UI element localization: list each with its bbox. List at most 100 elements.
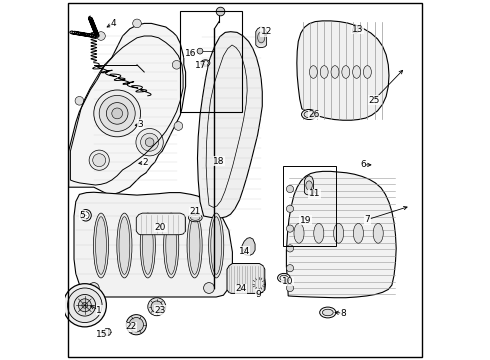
Polygon shape — [256, 27, 267, 48]
Circle shape — [97, 32, 105, 40]
Text: 8: 8 — [341, 309, 346, 318]
Ellipse shape — [189, 214, 202, 222]
Text: 5: 5 — [79, 211, 85, 220]
Circle shape — [93, 154, 106, 167]
Circle shape — [148, 298, 166, 316]
Ellipse shape — [320, 66, 328, 78]
Ellipse shape — [83, 212, 89, 219]
Text: 6: 6 — [360, 161, 366, 170]
Text: 20: 20 — [155, 223, 166, 232]
Circle shape — [112, 108, 122, 119]
Ellipse shape — [314, 223, 324, 243]
Ellipse shape — [166, 217, 176, 274]
Text: 13: 13 — [351, 25, 363, 34]
Text: 12: 12 — [261, 27, 272, 36]
Ellipse shape — [191, 215, 200, 220]
Text: 10: 10 — [282, 277, 293, 286]
Bar — [283, 166, 336, 246]
Ellipse shape — [189, 217, 200, 274]
Polygon shape — [352, 25, 358, 33]
Ellipse shape — [119, 217, 130, 274]
Ellipse shape — [353, 66, 361, 78]
Circle shape — [129, 318, 144, 332]
Circle shape — [75, 96, 84, 105]
Text: 25: 25 — [368, 96, 380, 105]
Circle shape — [204, 283, 215, 293]
Circle shape — [151, 301, 163, 312]
Text: 9: 9 — [255, 289, 261, 299]
Text: 1: 1 — [97, 306, 102, 315]
Polygon shape — [136, 213, 186, 235]
Polygon shape — [304, 176, 314, 195]
Polygon shape — [74, 192, 232, 297]
Ellipse shape — [211, 217, 221, 274]
Text: 22: 22 — [125, 323, 136, 331]
Circle shape — [94, 90, 141, 137]
Circle shape — [106, 103, 128, 124]
Bar — [180, 11, 242, 112]
Circle shape — [286, 284, 294, 292]
Text: 15: 15 — [96, 330, 107, 338]
Text: 3: 3 — [138, 120, 144, 129]
Polygon shape — [227, 264, 265, 293]
Ellipse shape — [143, 217, 153, 274]
Ellipse shape — [258, 32, 265, 43]
Ellipse shape — [353, 223, 364, 243]
Circle shape — [88, 283, 99, 293]
Circle shape — [145, 138, 154, 147]
Circle shape — [89, 150, 109, 170]
Text: 16: 16 — [185, 49, 196, 58]
Text: 2: 2 — [142, 158, 147, 167]
Text: 4: 4 — [111, 19, 117, 28]
Text: 23: 23 — [155, 306, 166, 315]
Ellipse shape — [94, 213, 109, 278]
Circle shape — [74, 294, 96, 316]
Circle shape — [286, 265, 294, 272]
Text: 24: 24 — [236, 284, 247, 293]
Circle shape — [286, 225, 294, 232]
Polygon shape — [69, 23, 186, 194]
Text: 14: 14 — [239, 247, 250, 256]
Ellipse shape — [277, 274, 290, 282]
Ellipse shape — [373, 223, 383, 243]
Circle shape — [141, 133, 159, 151]
Circle shape — [133, 19, 141, 28]
Ellipse shape — [201, 60, 210, 66]
Text: 7: 7 — [365, 215, 370, 224]
Polygon shape — [197, 32, 262, 218]
Text: 11: 11 — [309, 189, 320, 198]
Circle shape — [172, 60, 181, 69]
Circle shape — [286, 245, 294, 252]
Circle shape — [78, 299, 91, 312]
Circle shape — [63, 284, 106, 327]
Ellipse shape — [334, 223, 343, 243]
Text: 26: 26 — [308, 110, 320, 119]
Ellipse shape — [342, 66, 350, 78]
Ellipse shape — [304, 111, 314, 118]
Ellipse shape — [319, 307, 336, 318]
Circle shape — [286, 205, 294, 212]
Circle shape — [68, 288, 102, 323]
Polygon shape — [252, 274, 266, 293]
Circle shape — [82, 302, 88, 308]
Ellipse shape — [96, 217, 106, 274]
Circle shape — [216, 7, 225, 16]
Text: 19: 19 — [300, 216, 311, 225]
Polygon shape — [242, 238, 255, 256]
Ellipse shape — [80, 210, 91, 221]
Circle shape — [197, 48, 203, 54]
Ellipse shape — [322, 309, 333, 316]
Ellipse shape — [187, 213, 202, 278]
Ellipse shape — [164, 213, 179, 278]
Ellipse shape — [301, 109, 317, 120]
Ellipse shape — [117, 213, 132, 278]
Ellipse shape — [310, 66, 318, 78]
Text: 17: 17 — [196, 61, 207, 70]
Polygon shape — [297, 21, 389, 120]
Circle shape — [99, 95, 135, 131]
Ellipse shape — [202, 61, 209, 65]
Text: 21: 21 — [190, 207, 201, 216]
Text: 18: 18 — [213, 157, 225, 166]
Circle shape — [104, 328, 111, 336]
Ellipse shape — [364, 66, 371, 78]
